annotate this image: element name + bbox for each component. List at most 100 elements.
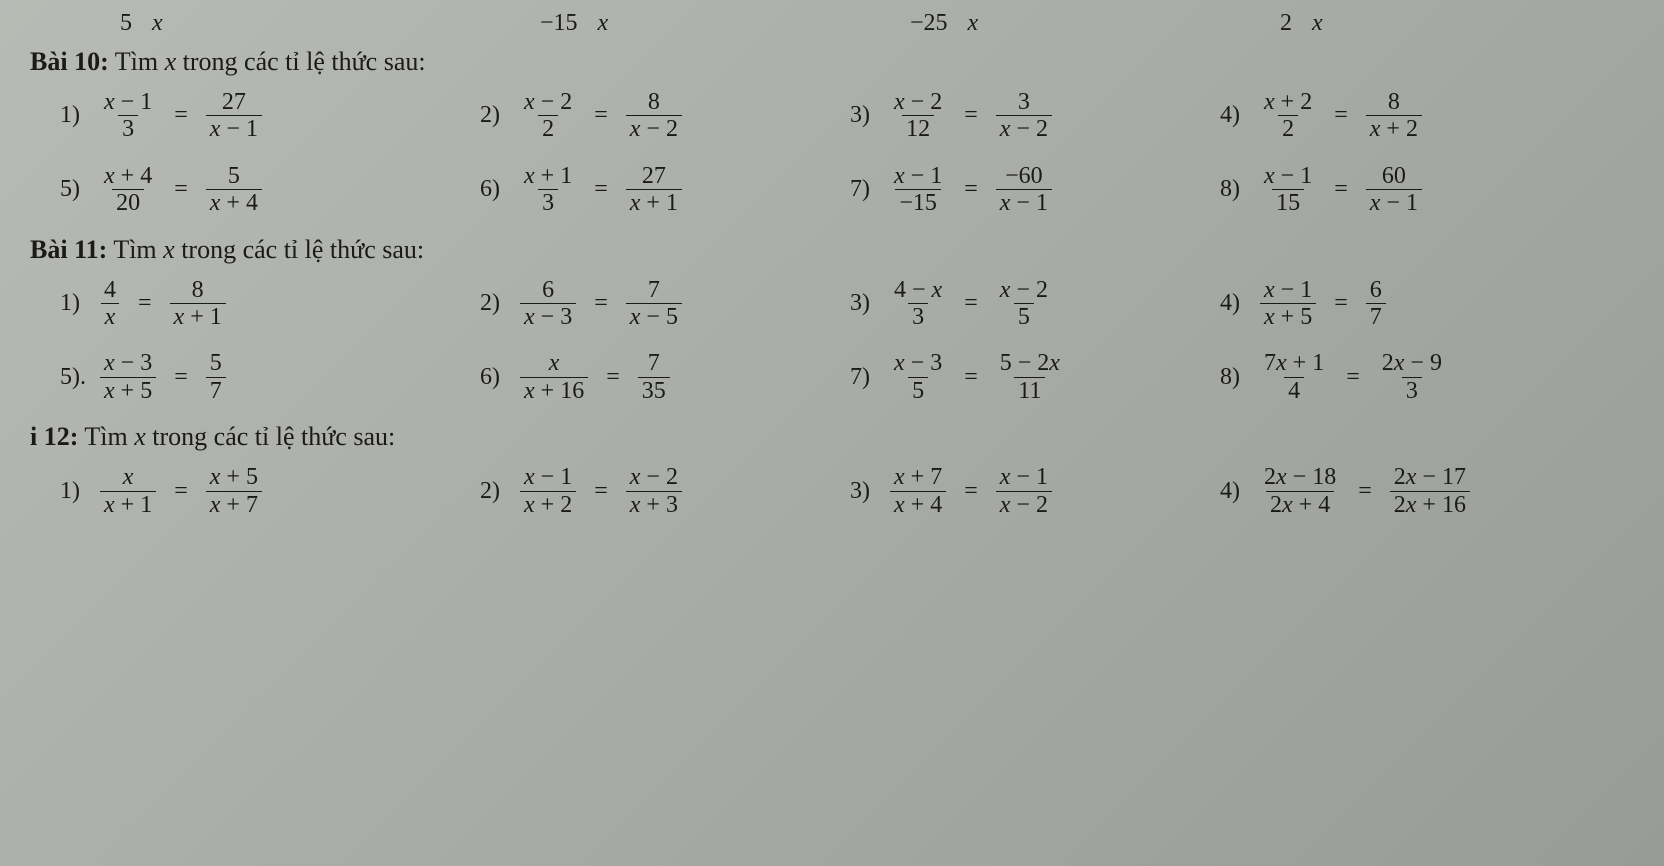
equals-sign: = [606,364,620,391]
problem-number: 4) [1220,290,1248,317]
section-rest2-12: trong các tỉ lệ thức sau: [146,422,395,451]
fraction-left: x − 115 [1260,163,1316,217]
fraction-left: x − 212 [890,89,946,143]
equals-sign: = [594,102,608,129]
equals-sign: = [964,364,978,391]
problem-grid-10: 1)x − 13=27x − 12)x − 22=8x − 23)x − 212… [30,89,1634,217]
denominator: 2x + 16 [1390,491,1470,518]
fraction-right: 735 [638,350,670,404]
numerator: 6 [538,277,558,303]
problem-item: 3)4 − x3=x − 25 [850,277,1220,331]
fraction-left: x − 1x + 5 [1260,277,1316,331]
equals-sign: = [964,176,978,203]
numerator: x − 1 [520,464,576,490]
section-var-10: x [165,47,177,76]
denominator: 7 [1366,303,1386,330]
denominator: x − 2 [996,491,1052,518]
equals-sign: = [594,176,608,203]
numerator: 8 [1384,89,1404,115]
section-rest-11: Tìm [107,235,163,264]
numerator: x + 7 [890,464,946,490]
problem-item: 1)x − 13=27x − 1 [60,89,480,143]
problem-number: 2) [480,478,508,505]
fraction-left: x − 3x + 5 [100,350,156,404]
denominator: x + 1 [100,491,156,518]
fraction-right: x − 25 [996,277,1052,331]
section-rest2-11: trong các tỉ lệ thức sau: [175,235,424,264]
fraction-right: x − 2x + 3 [626,464,682,518]
problem-number: 4) [1220,102,1248,129]
top-frag-2: −15 x [540,10,910,37]
numerator: x − 2 [520,89,576,115]
top-frag-4a: 2 [1280,10,1292,37]
denominator: −15 [895,189,941,216]
equals-sign: = [964,102,978,129]
numerator: x [119,464,138,490]
equals-sign: = [1334,102,1348,129]
problem-number: 5). [60,364,88,391]
fraction-left: 2x − 182x + 4 [1260,464,1340,518]
denominator: 2x + 4 [1266,491,1334,518]
top-fragment-row: 5 x −15 x −25 x 2 x [30,10,1634,37]
numerator: 7x + 1 [1260,350,1328,376]
denominator: x + 4 [890,491,946,518]
denominator: x + 16 [520,377,588,404]
fraction-right: 7x − 5 [626,277,682,331]
denominator: 3 [908,303,928,330]
denominator: x − 1 [996,189,1052,216]
problem-number: 6) [480,364,508,391]
denominator: x + 5 [100,377,156,404]
fraction-right: 60x − 1 [1366,163,1422,217]
denominator: x − 5 [626,303,682,330]
numerator: 8 [644,89,664,115]
problem-item: 8)7x + 14=2x − 93 [1220,350,1600,404]
denominator: 20 [112,189,144,216]
denominator: 3 [118,115,138,142]
denominator: 2 [538,115,558,142]
problem-number: 8) [1220,364,1248,391]
numerator: x − 1 [1260,277,1316,303]
problem-number: 4) [1220,478,1248,505]
section-label-10: Bài 10: [30,47,109,76]
numerator: 4 [100,277,120,303]
top-frag-1: 5 x [120,10,540,37]
denominator: 12 [902,115,934,142]
top-frag-3: −25 x [910,10,1280,37]
section-label-12: i 12: [30,422,78,451]
denominator: 4 [1284,377,1304,404]
denominator: 5 [908,377,928,404]
fraction-right: 57 [206,350,226,404]
numerator: x − 2 [996,277,1052,303]
denominator: x + 3 [626,491,682,518]
section-title-12: i 12: Tìm x trong các tỉ lệ thức sau: [30,422,1634,452]
numerator: x − 2 [626,464,682,490]
fraction-left: xx + 1 [100,464,156,518]
problem-number: 7) [850,176,878,203]
fraction-left: x − 22 [520,89,576,143]
fraction-right: 27x − 1 [206,89,262,143]
problem-number: 3) [850,478,878,505]
fraction-left: x − 35 [890,350,946,404]
problem-number: 2) [480,102,508,129]
problem-number: 2) [480,290,508,317]
denominator: x − 2 [626,115,682,142]
problem-item: 2)x − 22=8x − 2 [480,89,850,143]
fraction-left: x + 7x + 4 [890,464,946,518]
equals-sign: = [174,102,188,129]
problem-item: 6)xx + 16=735 [480,350,850,404]
numerator: x − 1 [100,89,156,115]
fraction-left: 4x [100,277,120,331]
numerator: x − 3 [890,350,946,376]
numerator: 8 [188,277,208,303]
problem-number: 5) [60,176,88,203]
equals-sign: = [964,478,978,505]
fraction-right: x − 1x − 2 [996,464,1052,518]
section-rest2-10: trong các tỉ lệ thức sau: [176,47,425,76]
equals-sign: = [1346,364,1360,391]
problem-number: 7) [850,364,878,391]
denominator: 7 [206,377,226,404]
fraction-right: 5x + 4 [206,163,262,217]
top-frag-1a: 5 [120,10,132,37]
section-var-12: x [134,422,146,451]
fraction-right: 27x + 1 [626,163,682,217]
